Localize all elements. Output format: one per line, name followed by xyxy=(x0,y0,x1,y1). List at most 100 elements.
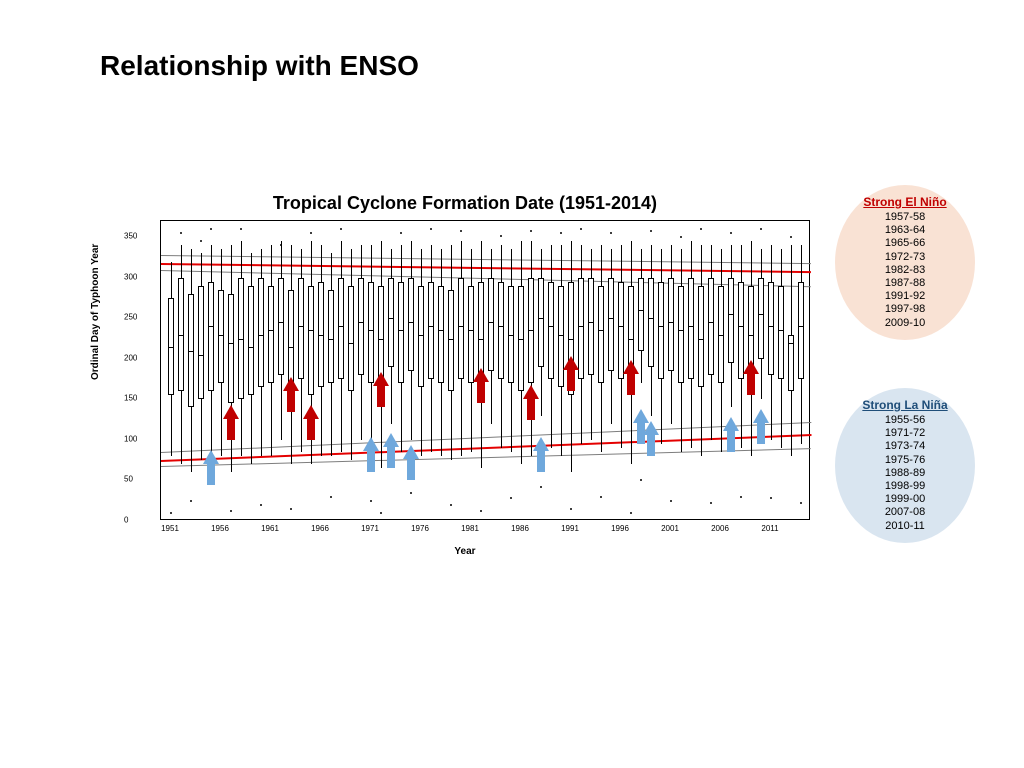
outlier-point xyxy=(480,510,482,512)
median-line xyxy=(608,318,613,319)
legend-lanina-title: Strong La Niña xyxy=(835,398,975,412)
outlier-point xyxy=(170,512,172,514)
lanina-arrow-icon xyxy=(643,421,659,456)
legend-item: 1999-00 xyxy=(835,493,975,506)
legend-item: 1997-98 xyxy=(835,303,975,316)
median-line xyxy=(688,326,693,327)
elnino-arrow-icon xyxy=(743,360,759,395)
page-title: Relationship with ENSO xyxy=(100,50,419,82)
box xyxy=(658,282,663,379)
outlier-point xyxy=(560,232,562,234)
median-line xyxy=(398,330,403,331)
median-line xyxy=(188,351,193,352)
legend-item: 2009-10 xyxy=(835,317,975,330)
lanina-arrow-icon xyxy=(753,409,769,444)
x-tick-label: 2011 xyxy=(761,524,778,533)
x-axis-label: Year xyxy=(120,546,810,557)
median-line xyxy=(548,326,553,327)
outlier-point xyxy=(640,479,642,481)
y-tick-label: 300 xyxy=(124,272,410,281)
elnino-arrow-icon xyxy=(523,385,539,420)
median-line xyxy=(588,322,593,323)
outlier-point xyxy=(330,496,332,498)
legend-item: 1973-74 xyxy=(835,440,975,453)
legend-item: 1988-89 xyxy=(835,467,975,480)
median-line xyxy=(768,326,773,327)
outlier-point xyxy=(290,508,292,510)
box xyxy=(458,278,463,379)
box xyxy=(798,282,803,379)
elnino-arrow-icon xyxy=(473,368,489,403)
median-line xyxy=(268,330,273,331)
median-line xyxy=(448,339,453,340)
y-tick-label: 100 xyxy=(124,434,410,443)
outlier-point xyxy=(230,510,232,512)
box xyxy=(698,286,703,387)
median-line xyxy=(298,326,303,327)
outlier-point xyxy=(670,500,672,502)
x-tick-label: 1951 xyxy=(161,524,179,533)
outlier-point xyxy=(460,230,462,232)
y-tick-label: 350 xyxy=(124,232,410,241)
median-line xyxy=(648,318,653,319)
box xyxy=(248,286,253,395)
median-line xyxy=(348,343,353,344)
y-tick-label: 50 xyxy=(124,475,410,484)
median-line xyxy=(208,326,213,327)
outlier-point xyxy=(610,232,612,234)
outlier-point xyxy=(650,230,652,232)
x-tick-label: 1991 xyxy=(561,524,579,533)
median-line xyxy=(168,347,173,348)
legend-item: 1971-72 xyxy=(835,427,975,440)
outlier-point xyxy=(340,228,342,230)
outlier-point xyxy=(450,504,452,506)
box xyxy=(398,282,403,383)
median-line xyxy=(698,339,703,340)
box xyxy=(348,286,353,391)
outlier-point xyxy=(570,508,572,510)
outlier-point xyxy=(430,228,432,230)
box xyxy=(488,278,493,371)
x-tick-label: 1956 xyxy=(211,524,229,533)
median-line xyxy=(658,326,663,327)
box xyxy=(308,286,313,395)
x-tick-label: 1971 xyxy=(361,524,379,533)
legend-item: 1987-88 xyxy=(835,277,975,290)
box xyxy=(428,282,433,379)
legend-item: 1963-64 xyxy=(835,224,975,237)
median-line xyxy=(568,339,573,340)
median-line xyxy=(418,335,423,336)
x-tick-label: 1966 xyxy=(311,524,329,533)
median-line xyxy=(238,339,243,340)
median-line xyxy=(438,330,443,331)
median-line xyxy=(738,326,743,327)
median-line xyxy=(338,326,343,327)
outlier-point xyxy=(540,486,542,488)
outlier-point xyxy=(600,496,602,498)
median-line xyxy=(598,330,603,331)
outlier-point xyxy=(680,236,682,238)
median-line xyxy=(618,326,623,327)
median-line xyxy=(278,322,283,323)
box xyxy=(578,278,583,379)
median-line xyxy=(458,326,463,327)
box xyxy=(548,282,553,379)
box xyxy=(298,278,303,379)
y-axis-label: Ordinal Day of Typhoon Year xyxy=(90,244,101,380)
median-line xyxy=(508,335,513,336)
box xyxy=(758,278,763,359)
legend-item: 1955-56 xyxy=(835,414,975,427)
median-line xyxy=(728,314,733,315)
legend-item: 2007-08 xyxy=(835,506,975,519)
chart-area xyxy=(120,220,810,540)
median-line xyxy=(718,335,723,336)
legend-item: 1982-83 xyxy=(835,264,975,277)
median-line xyxy=(538,318,543,319)
box xyxy=(418,286,423,387)
outlier-point xyxy=(790,236,792,238)
box xyxy=(728,278,733,363)
box xyxy=(498,282,503,379)
box xyxy=(328,290,333,383)
box xyxy=(258,278,263,387)
median-line xyxy=(748,335,753,336)
